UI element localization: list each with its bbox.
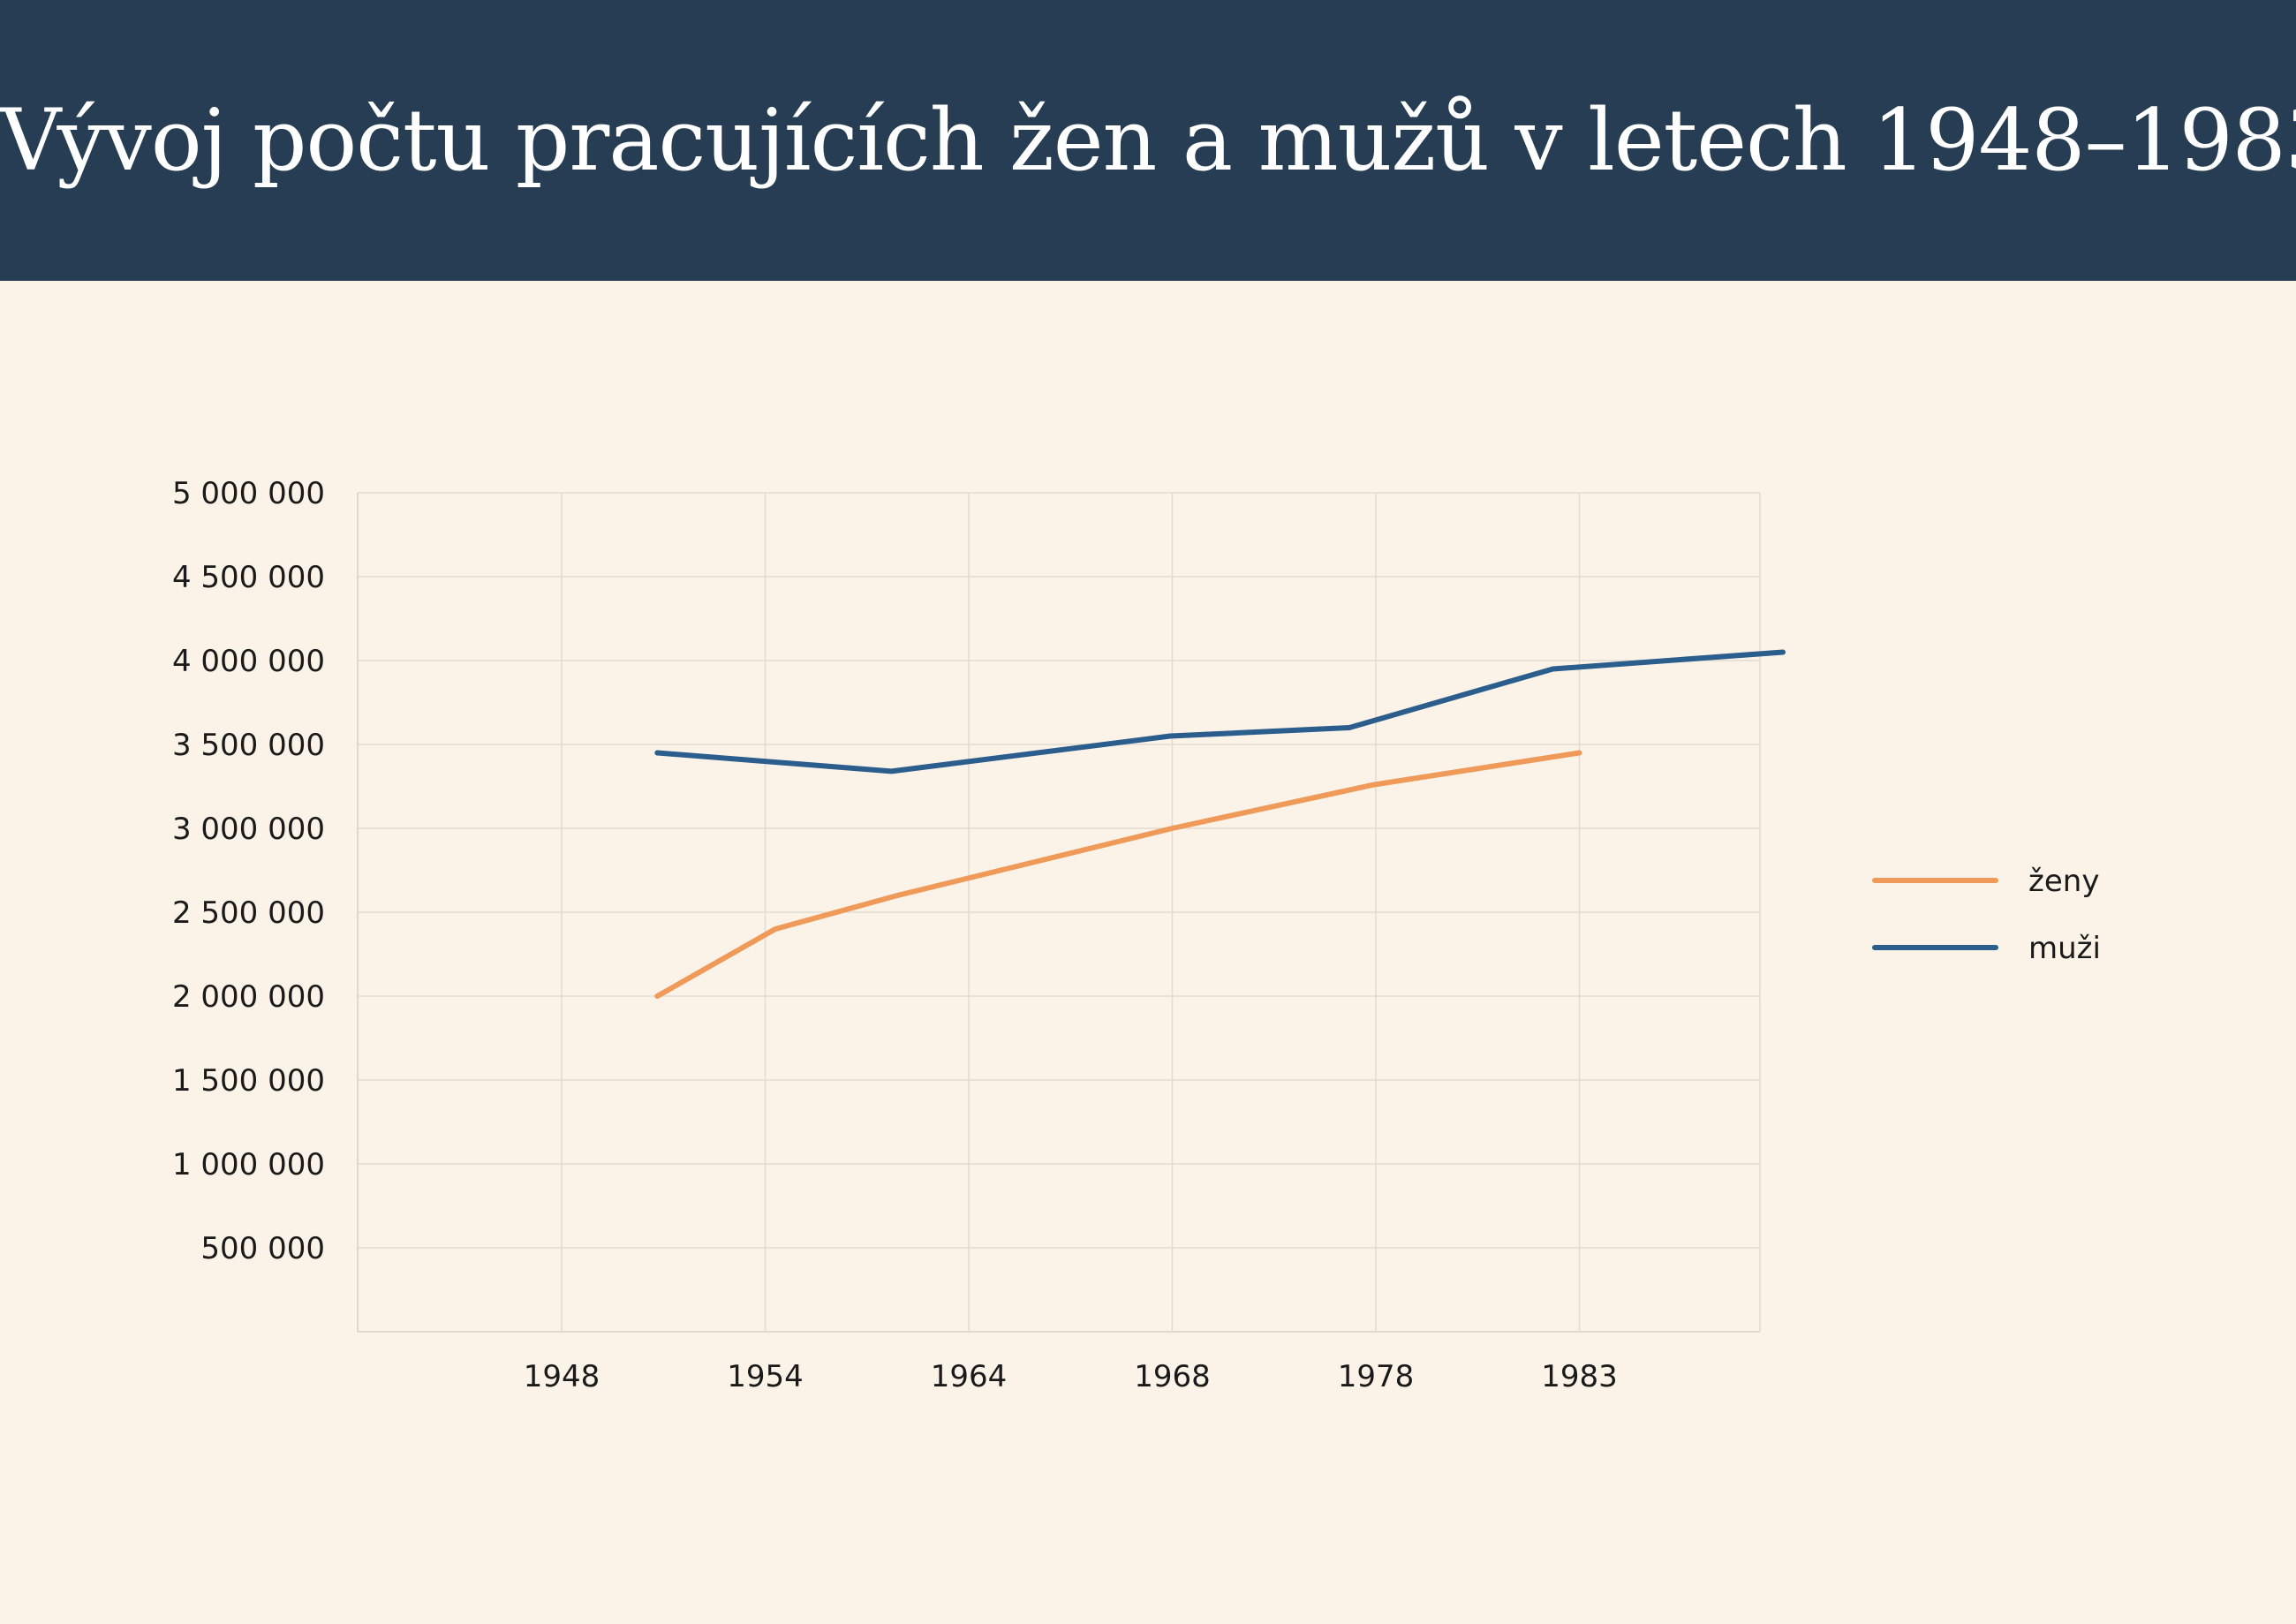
series-line-zeny <box>654 750 1582 999</box>
series-line-muzi <box>654 649 1786 774</box>
chart-grid <box>357 492 1761 1333</box>
x-tick-label: 1964 <box>931 1359 1008 1394</box>
y-tick-label: 4 500 000 <box>172 560 325 595</box>
y-tick-label: 500 000 <box>200 1231 325 1266</box>
y-tick-label: 4 000 000 <box>172 644 325 679</box>
legend-label-muzi: muži <box>2028 931 2101 966</box>
y-tick-label: 5 000 000 <box>172 476 325 511</box>
chart-legend: ženy muži <box>1872 864 2101 966</box>
x-tick-label: 1983 <box>1541 1359 1618 1394</box>
x-tick-label: 1954 <box>727 1359 804 1394</box>
chart-series-lines <box>654 649 1786 999</box>
y-tick-label: 2 500 000 <box>172 895 325 931</box>
y-tick-label: 1 500 000 <box>172 1063 325 1099</box>
y-tick-label: 3 500 000 <box>172 728 325 763</box>
x-axis-ticks: 1948 1954 1964 1968 1978 1983 <box>524 1359 1618 1394</box>
y-axis-ticks: 5 000 000 4 500 000 4 000 000 3 500 000 3 00… <box>172 476 325 1266</box>
x-tick-label: 1968 <box>1134 1359 1211 1394</box>
header-bar: Vývoj počtu pracujících žen a mužů v let… <box>0 0 2296 281</box>
y-tick-label: 2 000 000 <box>172 979 325 1015</box>
page-title: Vývoj počtu pracujících žen a mužů v let… <box>0 91 2296 190</box>
x-tick-label: 1978 <box>1338 1359 1415 1394</box>
y-tick-label: 3 000 000 <box>172 812 325 847</box>
legend-label-zeny: ženy <box>2028 864 2099 899</box>
x-tick-label: 1948 <box>524 1359 600 1394</box>
y-tick-label: 1 000 000 <box>172 1147 325 1182</box>
